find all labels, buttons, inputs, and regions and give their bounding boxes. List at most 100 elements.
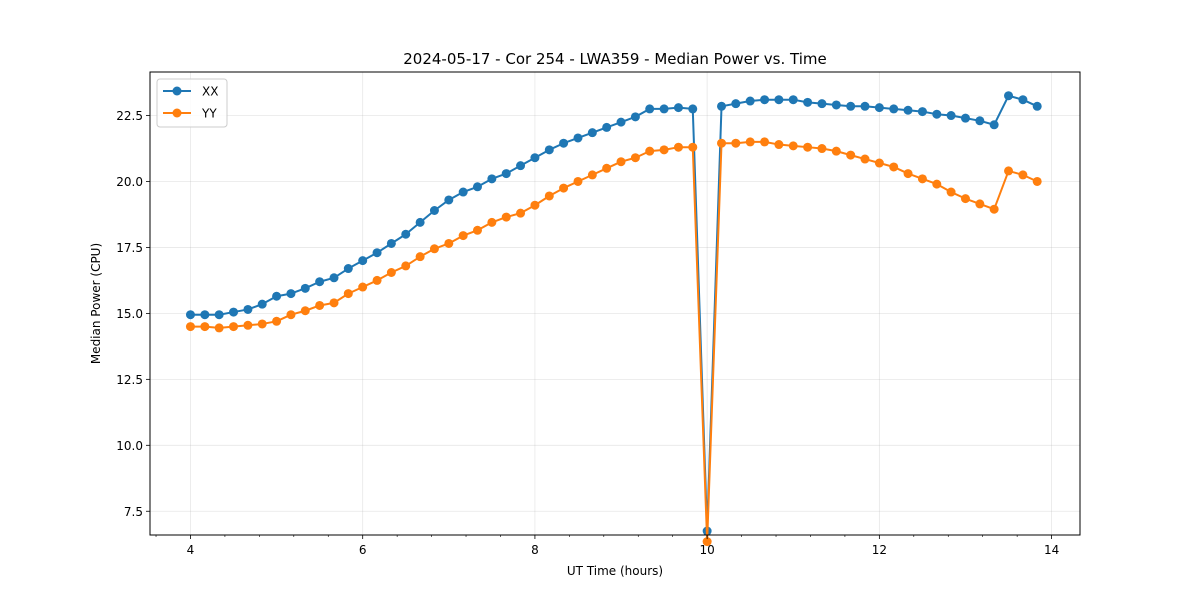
data-point-xx <box>659 104 669 114</box>
data-point-xx <box>960 113 970 123</box>
data-point-yy <box>602 163 612 173</box>
data-point-yy <box>429 244 439 254</box>
data-point-xx <box>932 109 942 119</box>
data-point-xx <box>257 299 267 309</box>
data-point-yy <box>401 261 411 271</box>
data-point-yy <box>573 176 583 186</box>
data-point-yy <box>530 200 540 210</box>
data-point-xx <box>774 95 784 105</box>
data-point-xx <box>989 120 999 130</box>
data-point-xx <box>717 101 727 111</box>
y-tick-label: 7.5 <box>124 505 143 519</box>
x-tick-label: 4 <box>187 543 195 557</box>
data-point-yy <box>616 157 626 167</box>
data-point-yy <box>329 298 339 308</box>
data-point-yy <box>458 231 468 241</box>
data-point-xx <box>874 103 884 113</box>
data-point-yy <box>472 225 482 235</box>
y-tick-label: 12.5 <box>116 373 143 387</box>
x-tick-label: 8 <box>531 543 539 557</box>
data-point-xx <box>559 138 569 148</box>
data-point-yy <box>501 212 511 222</box>
data-point-yy <box>185 322 195 332</box>
legend-marker-yy <box>172 108 182 118</box>
legend-marker-xx <box>172 86 182 96</box>
data-point-xx <box>587 128 597 138</box>
data-point-yy <box>831 146 841 156</box>
data-point-xx <box>429 206 439 215</box>
data-point-yy <box>415 252 425 262</box>
data-point-xx <box>975 116 985 126</box>
chart-title: 2024-05-17 - Cor 254 - LWA359 - Median P… <box>403 50 827 68</box>
data-point-yy <box>745 137 755 147</box>
data-point-yy <box>200 322 210 332</box>
data-point-yy <box>559 183 569 193</box>
series-xx <box>185 91 1042 536</box>
legend-label-xx: XX <box>202 85 218 99</box>
data-point-xx <box>200 310 210 320</box>
data-point-yy <box>717 138 727 148</box>
data-point-yy <box>760 137 770 147</box>
y-tick-label: 22.5 <box>116 109 143 123</box>
data-point-xx <box>530 153 540 163</box>
x-tick-label: 10 <box>699 543 714 557</box>
data-point-xx <box>358 256 368 266</box>
data-point-yy <box>257 319 267 329</box>
data-point-yy <box>516 208 526 218</box>
data-point-xx <box>315 277 325 287</box>
y-tick-label: 15.0 <box>116 307 143 321</box>
data-point-xx <box>1018 95 1028 105</box>
y-tick-label: 20.0 <box>116 175 143 189</box>
data-point-xx <box>329 273 339 283</box>
data-point-xx <box>889 104 899 114</box>
y-tick-label: 10.0 <box>116 439 143 453</box>
data-point-xx <box>300 283 310 293</box>
data-point-yy <box>630 153 640 163</box>
data-point-xx <box>645 104 655 114</box>
data-point-xx <box>1032 101 1042 111</box>
data-point-xx <box>544 145 554 155</box>
data-point-xx <box>860 101 870 111</box>
data-point-yy <box>243 320 253 330</box>
data-point-yy <box>587 170 597 180</box>
data-point-yy <box>673 142 683 152</box>
data-point-xx <box>444 195 454 205</box>
data-point-yy <box>917 174 927 184</box>
data-point-xx <box>501 169 511 179</box>
data-point-yy <box>659 145 669 155</box>
data-point-yy <box>975 199 985 209</box>
data-point-yy <box>960 194 970 204</box>
data-point-xx <box>817 99 827 109</box>
data-point-xx <box>831 100 841 110</box>
data-point-xx <box>415 217 425 227</box>
data-point-yy <box>286 310 296 320</box>
y-axis-label: Median Power (CPU) <box>89 243 103 364</box>
data-point-yy <box>444 238 454 248</box>
x-axis-label: UT Time (hours) <box>567 564 663 578</box>
data-point-xx <box>487 174 497 184</box>
plot-frame <box>149 71 1081 536</box>
data-point-yy <box>386 268 396 277</box>
data-point-xx <box>214 310 224 320</box>
data-point-xx <box>731 99 741 109</box>
data-point-xx <box>472 182 482 192</box>
y-tick-label: 17.5 <box>116 241 143 255</box>
data-point-xx <box>688 104 698 114</box>
data-point-yy <box>774 140 784 150</box>
data-point-xx <box>616 117 626 127</box>
data-point-yy <box>989 204 999 214</box>
data-point-xx <box>917 107 927 117</box>
data-point-yy <box>874 158 884 168</box>
data-point-xx <box>1004 91 1014 101</box>
data-point-xx <box>386 238 396 248</box>
data-point-yy <box>544 191 554 201</box>
data-point-xx <box>343 264 353 274</box>
x-tick-label: 12 <box>872 543 887 557</box>
data-point-yy <box>932 179 942 189</box>
data-point-yy <box>1018 170 1028 180</box>
series-layer <box>185 91 1042 547</box>
series-yy <box>185 137 1042 547</box>
x-tick-label: 6 <box>359 543 367 557</box>
legend-label-yy: YY <box>201 107 217 121</box>
